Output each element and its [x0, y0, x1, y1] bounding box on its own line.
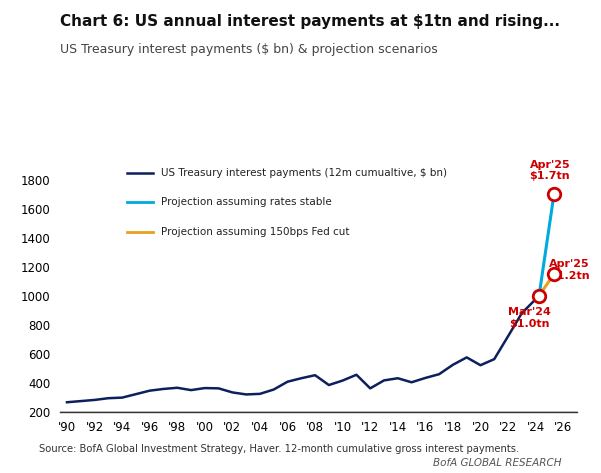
Text: US Treasury interest payments (12m cumualtive, $ bn): US Treasury interest payments (12m cumua… — [161, 168, 447, 178]
Text: Apr'25
$1.2tn: Apr'25 $1.2tn — [549, 259, 590, 280]
Text: Projection assuming 150bps Fed cut: Projection assuming 150bps Fed cut — [161, 227, 349, 237]
Text: BofA GLOBAL RESEARCH: BofA GLOBAL RESEARCH — [433, 458, 562, 468]
Text: Mar'24
$1.0tn: Mar'24 $1.0tn — [508, 307, 551, 329]
Text: Source: BofA Global Investment Strategy, Haver. 12-month cumulative gross intere: Source: BofA Global Investment Strategy,… — [39, 444, 519, 454]
Text: Chart 6: US annual interest payments at $1tn and rising...: Chart 6: US annual interest payments at … — [60, 14, 560, 29]
Text: US Treasury interest payments ($ bn) & projection scenarios: US Treasury interest payments ($ bn) & p… — [60, 43, 438, 55]
Text: Projection assuming rates stable: Projection assuming rates stable — [161, 197, 332, 208]
Text: Apr'25
$1.7tn: Apr'25 $1.7tn — [529, 160, 570, 182]
